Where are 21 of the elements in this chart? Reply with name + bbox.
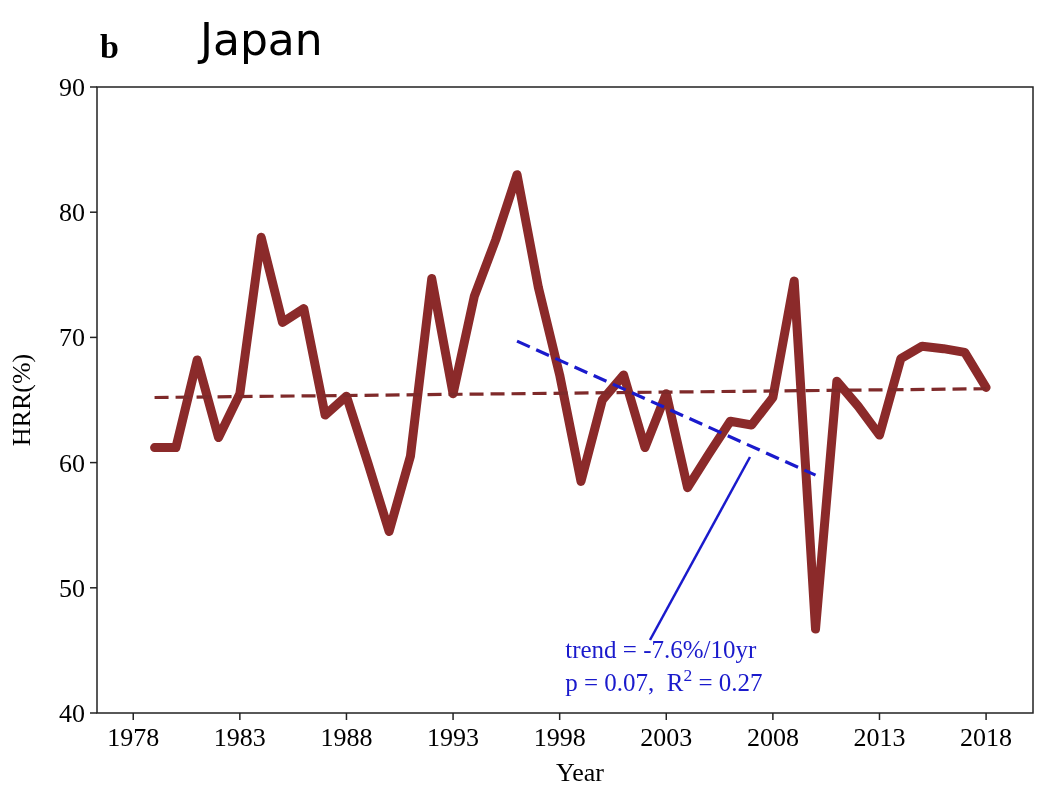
- annotation: trend = -7.6%/10yr: [565, 636, 758, 663]
- y-tick-label: 80: [59, 198, 85, 228]
- x-tick-label: 1978: [107, 723, 160, 752]
- y-tick-label: 40: [59, 699, 85, 728]
- chart-title: Japan: [197, 14, 323, 65]
- y-tick-label: 60: [59, 448, 85, 478]
- x-tick-label: 1983: [213, 723, 266, 752]
- text: b: [100, 28, 119, 65]
- x-tick-label: 2018: [960, 723, 1013, 752]
- x-axis-title: Year: [556, 758, 605, 787]
- x-tick-label: 2013: [853, 723, 906, 752]
- x-tick-label: 1988: [320, 723, 373, 752]
- x-tick-label: 2003: [640, 723, 693, 752]
- y-tick-label: 70: [59, 323, 85, 353]
- y-tick-label: 90: [59, 73, 85, 102]
- x-tick-label: 1998: [533, 723, 586, 752]
- x-tick-label: 2008: [746, 723, 799, 752]
- x-tick-label: 1993: [427, 723, 480, 752]
- y-axis-title: HRR(%): [7, 353, 36, 447]
- annotation: p = 0.07, R$^{2}$ = 0.27: [565, 665, 763, 696]
- y-tick-label: 50: [59, 573, 85, 603]
